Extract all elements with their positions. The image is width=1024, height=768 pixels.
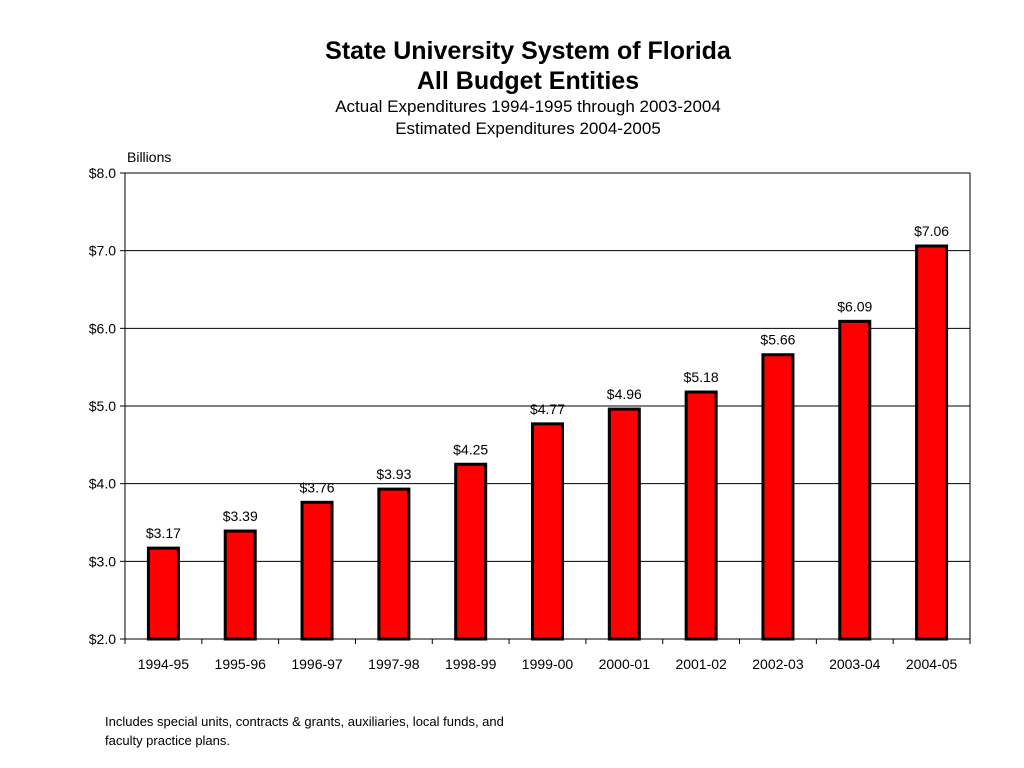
- bar-1997-98: [377, 487, 411, 641]
- bar-chart: $2.0 $3.0 $4.0 $5.0 $6.0 $7.0 $8.0 $3.17 1994-95…: [89, 165, 971, 672]
- x-tick-label-2004-05: 2004-05: [906, 656, 958, 672]
- x-tick-label-1999-00: 1999-00: [522, 656, 574, 672]
- data-label-2001-02: $5.18: [684, 369, 719, 385]
- data-label-1995-96: $3.39: [223, 508, 258, 524]
- data-label-1998-99: $4.25: [453, 441, 488, 457]
- x-tick-label-1997-98: 1997-98: [368, 656, 420, 672]
- y-tick-label: $7.0: [89, 243, 116, 259]
- y-tick-label: $8.0: [89, 165, 116, 181]
- chart-subtitle: Actual Expenditures 1994-1995 through 20…: [335, 97, 721, 116]
- bar-1995-96: [223, 529, 257, 641]
- bar-2001-02: [684, 390, 718, 641]
- bar-1999-00: [531, 422, 564, 641]
- data-label-2003-04: $6.09: [837, 298, 872, 314]
- bar-2004-05: [915, 244, 949, 641]
- chart-title-line2: All Budget Entities: [416, 67, 640, 95]
- bar-2002-03: [761, 353, 795, 641]
- bar-2003-04: [838, 319, 872, 641]
- x-tick-label-1996-97: 1996-97: [291, 656, 343, 672]
- y-tick-label: $5.0: [89, 398, 116, 414]
- y-tick-label: $2.0: [89, 631, 116, 647]
- x-tick-label-1998-99: 1998-99: [445, 656, 497, 672]
- footnote: Includes special units, contracts & gran…: [105, 712, 555, 750]
- bar-1998-99: [454, 462, 488, 641]
- chart-titles: State University System of Florida All B…: [0, 36, 1024, 140]
- footnote-line1: Includes special units, contracts & gran…: [105, 714, 504, 729]
- bar-1994-95: [146, 546, 180, 641]
- x-tick-label-2002-03: 2002-03: [752, 656, 804, 672]
- chart-title: State University System of Florida: [325, 37, 731, 65]
- data-label-1996-97: $3.76: [300, 479, 335, 495]
- data-label-1997-98: $3.93: [376, 466, 411, 482]
- data-label-1994-95: $3.17: [146, 525, 181, 541]
- bar-2000-01: [607, 407, 641, 641]
- x-tick-label-2000-01: 2000-01: [599, 656, 651, 672]
- y-tick-label: $6.0: [89, 320, 116, 336]
- data-label-2000-01: $4.96: [607, 386, 642, 402]
- x-tick-label-1994-95: 1994-95: [138, 656, 190, 672]
- data-label-1999-00: $4.77: [530, 401, 565, 417]
- y-axis-unit-label: Billions: [127, 149, 172, 165]
- bar-1996-97: [300, 500, 334, 641]
- y-tick-label: $3.0: [89, 553, 116, 569]
- x-tick-label-2003-04: 2003-04: [829, 656, 881, 672]
- y-tick-label: $4.0: [89, 476, 116, 492]
- x-tick-label-1995-96: 1995-96: [215, 656, 267, 672]
- data-label-2004-05: $7.06: [914, 223, 949, 239]
- chart-subtitle-line2: Estimated Expenditures 2004-2005: [395, 119, 661, 138]
- x-tick-label-2001-02: 2001-02: [675, 656, 727, 672]
- footnote-line2: faculty practice plans.: [105, 733, 231, 748]
- data-label-2002-03: $5.66: [760, 332, 795, 348]
